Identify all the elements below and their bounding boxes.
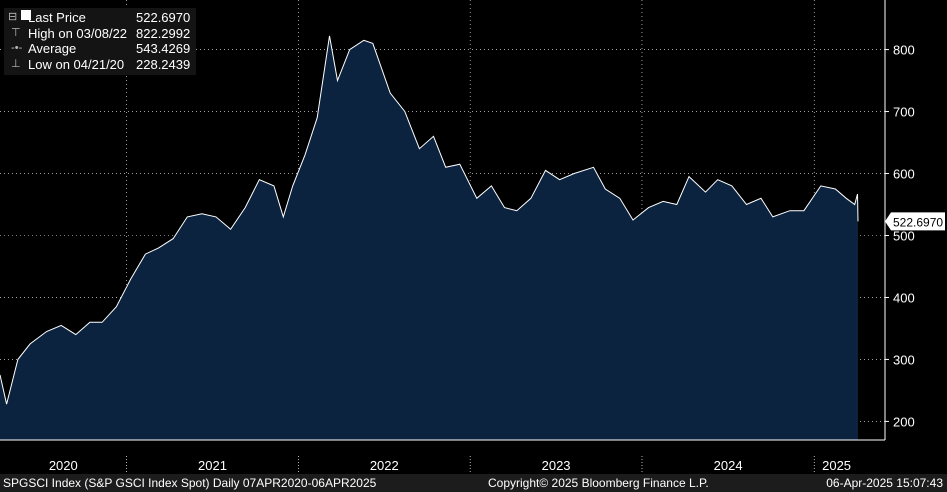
y-tick-label: 600 xyxy=(893,167,915,182)
low-marker-icon: ⊥ xyxy=(8,57,21,70)
high-marker-icon: ⊤ xyxy=(8,26,21,39)
legend-last-label: Last Price xyxy=(28,10,86,25)
legend-high-label: High on 03/08/22 xyxy=(28,25,128,41)
footer-copyright: Copyright© 2025 Bloomberg Finance L.P. xyxy=(488,476,709,490)
x-tick-label: 2022 xyxy=(370,458,399,473)
legend-high-value: 822.2992 xyxy=(136,25,191,41)
y-tick-label: 700 xyxy=(893,105,915,120)
y-tick-label: 400 xyxy=(893,290,915,305)
legend-row-low: ⊥ Low on 04/21/20 228.2439 xyxy=(8,57,190,73)
footer-bar: SPGSCI Index (S&P GSCI Index Spot) Daily… xyxy=(0,474,947,492)
footer-timestamp: 06-Apr-2025 15:07:43 xyxy=(826,476,943,490)
legend-low-label: Low on 04/21/20 xyxy=(28,56,125,72)
average-marker-icon: -•- xyxy=(8,42,23,54)
x-tick-label: 2025 xyxy=(822,458,851,473)
y-axis: 200 300 400 500 600 700 800 xyxy=(885,43,915,429)
legend-average-value: 543.4269 xyxy=(136,41,191,56)
y-tick-label: 500 xyxy=(893,228,915,243)
legend-low-value: 228.2439 xyxy=(136,56,191,72)
legend-row-average: -•- Average 543.4269 xyxy=(8,41,190,57)
legend-collapse-icon[interactable]: ⊟ xyxy=(8,10,32,26)
last-price-tag-bg xyxy=(885,212,945,231)
legend-average-label: Average xyxy=(28,41,77,56)
y-tick-label: 300 xyxy=(893,352,915,367)
x-tick-label: 2020 xyxy=(49,458,78,473)
x-tick-label: 2021 xyxy=(198,458,227,473)
legend: ⊟ Last Price 522.6970 ⊤ High on 03/08/22… xyxy=(4,8,197,75)
legend-last-value: 522.6970 xyxy=(136,10,191,25)
legend-row-high: ⊤ High on 03/08/22 822.2992 xyxy=(8,26,190,42)
x-tick-label: 2023 xyxy=(542,458,571,473)
y-tick-label: 800 xyxy=(893,43,915,58)
y-tick-label: 200 xyxy=(893,414,915,429)
x-tick-label: 2024 xyxy=(714,458,743,473)
x-axis: 2020 2021 2022 2023 2024 2025 xyxy=(49,456,851,474)
footer-ticker-info: SPGSCI Index (S&P GSCI Index Spot) Daily… xyxy=(3,476,377,490)
price-line xyxy=(0,35,859,405)
last-price-tag: 522.6970 xyxy=(885,212,945,231)
legend-row-last: ⊟ Last Price 522.6970 xyxy=(8,10,190,26)
last-price-tag-text: 522.6970 xyxy=(893,215,943,229)
price-area xyxy=(0,35,858,441)
